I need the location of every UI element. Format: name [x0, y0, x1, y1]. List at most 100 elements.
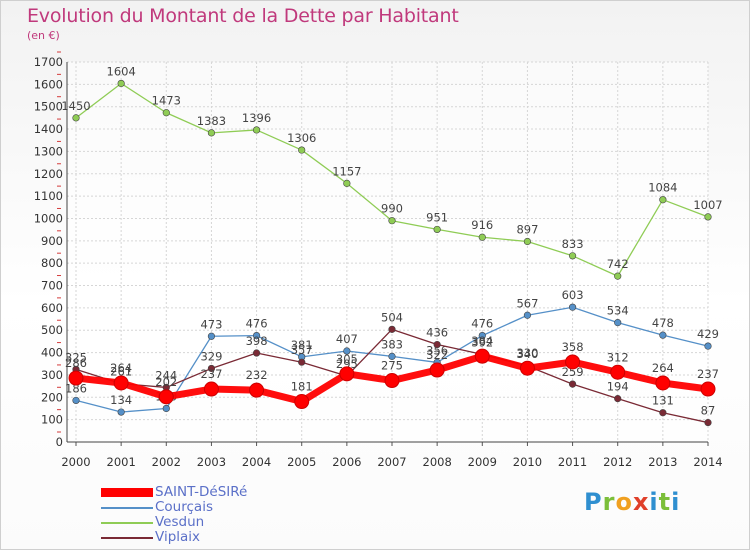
chart-subtitle: (en €): [27, 29, 60, 42]
x-tick-label: 2001: [107, 455, 136, 469]
data-label: 87: [701, 404, 716, 418]
data-point: [388, 352, 396, 360]
x-tick-label: 2010: [513, 455, 542, 469]
data-point: [113, 375, 129, 391]
data-label: 383: [381, 337, 403, 351]
x-tick-label: 2005: [287, 455, 316, 469]
data-point: [659, 196, 667, 204]
data-label: 504: [381, 310, 403, 324]
brand-letter: t: [658, 488, 672, 516]
data-point: [704, 418, 712, 427]
data-label: 259: [562, 365, 584, 379]
legend-item: Viplaix: [101, 530, 401, 545]
data-point: [384, 373, 400, 389]
data-point: [203, 381, 219, 397]
data-label: 897: [516, 222, 538, 236]
data-point: [72, 114, 80, 122]
x-tick-label: 2012: [603, 455, 632, 469]
data-label: 261: [110, 365, 132, 379]
y-tick-label: 300: [41, 368, 63, 382]
data-point: [207, 364, 216, 373]
legend-item: SAINT-DéSIRé: [101, 485, 401, 500]
data-label: 392: [471, 335, 493, 349]
data-label: 1157: [332, 164, 361, 178]
data-label: 1306: [287, 131, 316, 145]
data-point: [474, 348, 490, 364]
data-label: 264: [652, 361, 674, 375]
data-label: 358: [562, 340, 584, 354]
data-point: [343, 347, 351, 355]
data-label: 1396: [242, 111, 271, 125]
data-point: [68, 370, 84, 386]
data-label: 436: [426, 326, 448, 340]
legend-label: Viplaix: [155, 529, 201, 545]
data-point: [614, 319, 622, 327]
data-label: 330: [516, 346, 538, 360]
data-label: 134: [110, 393, 132, 407]
data-point: [252, 126, 261, 134]
data-label: 1450: [61, 99, 90, 113]
data-point: [388, 217, 396, 225]
data-point: [298, 146, 306, 154]
data-point: [659, 409, 667, 417]
data-label: 264: [110, 361, 132, 375]
data-label: 1084: [648, 181, 677, 195]
data-point: [478, 332, 486, 340]
legend-label: Vesdun: [155, 514, 205, 530]
legend-item: Courçais: [101, 500, 401, 515]
data-point: [614, 272, 622, 280]
data-label: 340: [516, 347, 538, 361]
data-point: [659, 331, 667, 339]
y-tick-label: 1700: [34, 55, 63, 69]
y-tick-label: 200: [41, 390, 63, 404]
y-tick-label: 1200: [34, 167, 63, 181]
data-point: [433, 225, 441, 234]
y-tick-label: 600: [41, 301, 63, 315]
chart-title: Evolution du Montant de la Dette par Hab…: [27, 5, 459, 27]
data-label: 237: [200, 367, 222, 381]
data-point: [252, 349, 261, 357]
data-label: 603: [562, 288, 584, 302]
x-tick-label: 2002: [152, 455, 181, 469]
data-point: [433, 340, 441, 349]
legend-label: Courçais: [155, 499, 213, 515]
data-label: 567: [516, 296, 538, 310]
data-point: [252, 332, 261, 340]
x-tick-label: 2006: [332, 455, 361, 469]
data-label: 305: [336, 352, 358, 366]
data-label: 275: [381, 359, 403, 373]
brand-letter: r: [602, 488, 616, 516]
brand-letter: o: [615, 488, 633, 516]
data-label: 1473: [152, 94, 181, 108]
legend-label: SAINT-DéSIRé: [155, 484, 248, 500]
y-tick-label: 1600: [34, 77, 63, 91]
data-point: [614, 395, 622, 403]
y-tick-label: 1300: [34, 144, 63, 158]
data-label: 237: [697, 367, 719, 381]
data-point: [72, 396, 80, 405]
data-point: [478, 233, 486, 241]
data-point: [162, 109, 170, 117]
x-tick-label: 2007: [377, 455, 406, 469]
y-tick-label: 1000: [34, 211, 63, 225]
data-label: 325: [65, 350, 87, 364]
data-point: [700, 381, 716, 397]
data-point: [568, 303, 577, 311]
legend-item: Vesdun: [101, 515, 401, 530]
x-tick-label: 2014: [693, 455, 722, 469]
data-point: [523, 237, 532, 246]
data-label: 1604: [107, 64, 136, 78]
brand-letter: i: [649, 488, 659, 516]
data-label: 312: [607, 350, 629, 364]
data-label: 742: [607, 257, 629, 271]
data-label: 398: [246, 334, 268, 348]
x-tick-label: 2013: [648, 455, 677, 469]
data-point: [207, 129, 216, 137]
data-label: 194: [607, 380, 629, 394]
x-tick-label: 2011: [558, 455, 587, 469]
x-tick-label: 2009: [468, 455, 497, 469]
data-label: 181: [291, 380, 313, 394]
legend: SAINT-DéSIRé Courçais Vesdun Viplaix: [101, 485, 401, 545]
data-point: [568, 380, 577, 388]
data-label: 384: [471, 334, 493, 348]
